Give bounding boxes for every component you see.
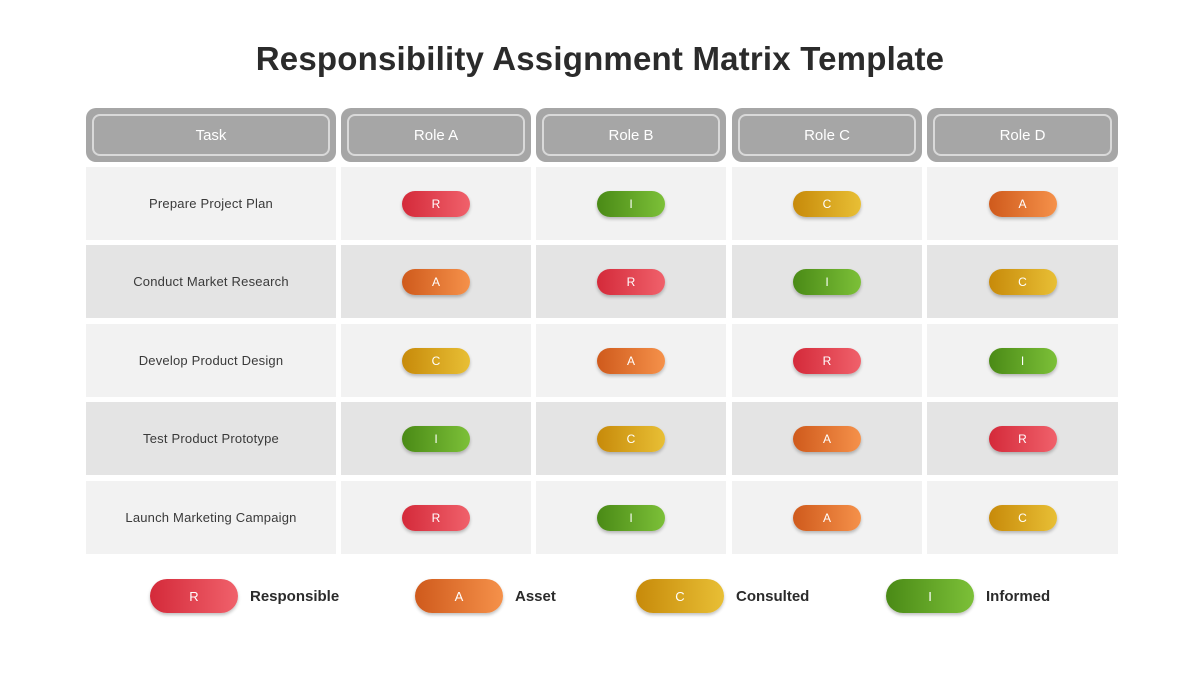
legend-label: Consulted [736, 587, 810, 605]
table-row: Conduct Market Research A R I C [86, 245, 1118, 318]
raci-pill: I [988, 347, 1057, 374]
raci-pill: C [597, 425, 665, 452]
raci-pill: R [402, 190, 470, 217]
raci-pill: I [597, 504, 665, 531]
role-cell: A [341, 245, 531, 318]
header-role-a: Role A [341, 108, 531, 162]
legend-pill: R [150, 579, 238, 613]
header-label: Task [92, 114, 330, 156]
legend-informed: I Informed [886, 579, 1050, 613]
legend-label: Asset [515, 587, 556, 605]
header-label: Role A [347, 114, 525, 156]
raci-pill: I [597, 190, 665, 217]
task-cell: Prepare Project Plan [86, 167, 336, 240]
table-row: Prepare Project Plan R I C A [86, 167, 1118, 240]
raci-pill: C [402, 347, 470, 374]
role-cell: A [536, 324, 726, 397]
table-row: Launch Marketing Campaign R I A C [86, 481, 1118, 554]
legend-asset: A Asset [415, 579, 556, 613]
role-cell: C [927, 481, 1118, 554]
role-cell: R [341, 167, 531, 240]
table-row: Develop Product Design C A R I [86, 324, 1118, 397]
raci-pill: R [402, 504, 470, 531]
legend-consulted: C Consulted [636, 579, 809, 613]
role-cell: I [341, 402, 531, 475]
raci-pill: I [793, 268, 861, 295]
raci-pill: A [793, 425, 861, 452]
role-cell: C [732, 167, 922, 240]
header-role-d: Role D [927, 108, 1118, 162]
task-name: Conduct Market Research [133, 274, 289, 289]
raci-pill: A [402, 268, 470, 295]
role-cell: C [927, 245, 1118, 318]
raci-pill: A [988, 190, 1057, 217]
header-label: Role D [933, 114, 1112, 156]
raci-pill: A [597, 347, 665, 374]
task-cell: Launch Marketing Campaign [86, 481, 336, 554]
raci-pill: C [988, 268, 1057, 295]
header-label: Role B [542, 114, 720, 156]
role-cell: I [927, 324, 1118, 397]
raci-pill: R [793, 347, 861, 374]
legend-pill: A [415, 579, 503, 613]
legend-label: Responsible [250, 587, 340, 605]
role-cell: A [927, 167, 1118, 240]
header-task: Task [86, 108, 336, 162]
legend-pill: I [886, 579, 974, 613]
task-name: Develop Product Design [138, 353, 284, 368]
role-cell: R [536, 245, 726, 318]
role-cell: R [732, 324, 922, 397]
raci-pill: R [988, 425, 1057, 452]
task-cell: Test Product Prototype [86, 402, 336, 475]
role-cell: C [341, 324, 531, 397]
role-cell: R [927, 402, 1118, 475]
role-cell: I [536, 167, 726, 240]
task-name: Test Product Prototype [143, 431, 279, 446]
raci-pill: C [793, 190, 861, 217]
raci-pill: R [597, 268, 665, 295]
legend-pill: C [636, 579, 724, 613]
role-cell: A [732, 481, 922, 554]
legend-label: Informed [986, 587, 1051, 605]
task-cell: Conduct Market Research [86, 245, 336, 318]
raci-pill: C [988, 504, 1057, 531]
header-role-b: Role B [536, 108, 726, 162]
table-row: Test Product Prototype I C A R [86, 402, 1118, 475]
role-cell: R [341, 481, 531, 554]
page-title: Responsibility Assignment Matrix Templat… [255, 40, 945, 77]
header-role-c: Role C [732, 108, 922, 162]
table-header: Task Role A Role B Role C Role D [86, 108, 1118, 162]
legend-responsible: R Responsible [150, 579, 339, 613]
role-cell: A [732, 402, 922, 475]
task-cell: Develop Product Design [86, 324, 336, 397]
task-name: Prepare Project Plan [149, 196, 273, 211]
raci-pill: A [793, 504, 861, 531]
role-cell: I [732, 245, 922, 318]
raci-pill: I [402, 425, 470, 452]
header-label: Role C [738, 114, 916, 156]
task-name: Launch Marketing Campaign [125, 510, 297, 525]
role-cell: C [536, 402, 726, 475]
role-cell: I [536, 481, 726, 554]
